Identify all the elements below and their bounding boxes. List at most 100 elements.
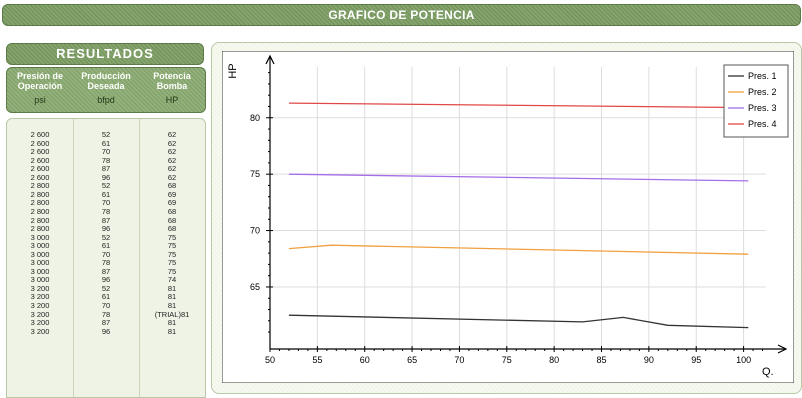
chart-title-bar: GRAFICO DE POTENCIA — [2, 4, 801, 26]
table-row[interactable]: 2 600 96 62 — [7, 172, 205, 182]
cell-power: 68 — [167, 215, 177, 225]
cell-power: 62 — [167, 130, 177, 139]
results-table-body[interactable]: 2 600 52 62 2 600 61 62 2 600 70 62 2 600 78 62 2 60… — [6, 118, 206, 398]
table-row[interactable]: 3 000 96 74 — [7, 276, 205, 284]
column-divider — [139, 119, 140, 397]
table-row[interactable]: 2 600 87 62 — [7, 165, 205, 173]
cell-production: 78 — [101, 309, 111, 319]
cell-pressure: 3 200 — [30, 283, 50, 293]
table-row[interactable]: 3 000 87 75 — [7, 266, 205, 276]
table-row[interactable]: 3 200 78 (TRIAL)81 — [7, 309, 205, 319]
cell-pressure: 2 800 — [30, 206, 50, 216]
y-tick-label: 80 — [250, 113, 260, 123]
cell-production: 87 — [101, 164, 111, 174]
cell-production: 87 — [101, 215, 111, 225]
cell-pressure: 3 200 — [30, 301, 50, 310]
table-row[interactable]: 3 000 52 75 — [7, 232, 205, 242]
y-axis-label: HP — [227, 63, 239, 78]
table-row[interactable]: 2 600 52 62 — [7, 131, 205, 139]
table-row[interactable]: 2 600 61 62 — [7, 139, 205, 148]
table-row[interactable]: 3 200 70 81 — [7, 302, 205, 310]
table-row[interactable]: 2 800 96 68 — [7, 225, 205, 233]
table-row[interactable]: 2 800 61 69 — [7, 189, 205, 199]
series-line-pres-1 — [288, 314, 749, 329]
x-tick-label: 100 — [736, 355, 751, 365]
power-chart: 50 55 60 65 70 75 80 85 90 95 100 65 70 75 80 HP Q. Pres.… — [222, 51, 794, 383]
cell-production: 52 — [101, 130, 111, 139]
table-row[interactable]: 2 800 52 68 — [7, 182, 205, 190]
x-tick-label: 80 — [549, 355, 559, 365]
cell-power: 62 — [167, 164, 177, 174]
x-axis-label: Q. — [762, 366, 774, 378]
column-header-line: Producción — [81, 71, 131, 81]
series-line-pres-4 — [288, 102, 749, 109]
cell-pressure: 2 800 — [30, 181, 50, 191]
column-header-line: Presión de — [16, 71, 63, 81]
table-row[interactable]: 3 000 70 75 — [7, 249, 205, 259]
table-row[interactable]: 2 800 70 69 — [7, 199, 205, 207]
cell-power: 75 — [167, 232, 177, 242]
cell-production: 61 — [101, 241, 111, 251]
y-axis-arrow — [265, 54, 275, 65]
cell-pressure: 2 600 — [30, 147, 50, 157]
cell-pressure: 3 000 — [30, 258, 50, 268]
table-row[interactable]: 3 200 87 81 — [7, 319, 205, 327]
table-row[interactable]: 3 200 52 81 — [7, 283, 205, 293]
cell-production: 61 — [101, 292, 111, 302]
cell-power: 81 — [167, 301, 177, 310]
legend-label: Pres. 3 — [748, 103, 777, 113]
cell-production: 61 — [101, 189, 111, 199]
cell-pressure: 2 800 — [30, 215, 50, 225]
table-row[interactable]: 3 200 61 81 — [7, 293, 205, 301]
cell-production: 96 — [101, 224, 111, 234]
table-row[interactable]: 2 600 78 62 — [7, 155, 205, 165]
cell-production: 52 — [101, 232, 111, 242]
results-table-header: Presión de Operación psi Producción Dese… — [6, 67, 206, 113]
table-row[interactable]: 2 800 87 68 — [7, 215, 205, 225]
cell-pressure: 2 600 — [30, 130, 50, 139]
table-row[interactable]: 3 200 96 81 — [7, 326, 205, 336]
cell-production: 87 — [101, 318, 111, 328]
results-title: RESULTADOS — [56, 46, 154, 61]
column-unit: HP — [165, 95, 179, 105]
table-row[interactable]: 2 600 70 62 — [7, 148, 205, 156]
cell-power: (TRIAL)81 — [154, 309, 190, 319]
table-row[interactable]: 2 800 78 68 — [7, 206, 205, 216]
legend-label: Pres. 4 — [748, 119, 777, 129]
table-row[interactable]: 3 000 61 75 — [7, 242, 205, 250]
results-title-bar: RESULTADOS — [6, 43, 204, 65]
column-header-line: Operación — [17, 81, 63, 91]
column-header-line: Deseada — [87, 81, 125, 91]
x-tick-label: 50 — [265, 355, 275, 365]
cell-power: 68 — [167, 181, 177, 191]
cell-pressure: 3 200 — [30, 292, 50, 302]
cell-power: 62 — [167, 172, 177, 182]
cell-production: 78 — [101, 155, 111, 165]
cell-pressure: 3 000 — [30, 275, 50, 285]
cell-power: 75 — [167, 241, 177, 251]
cell-power: 62 — [167, 147, 177, 157]
cell-pressure: 2 600 — [30, 172, 50, 182]
y-tick-label: 70 — [250, 226, 260, 236]
legend-label: Pres. 2 — [748, 87, 777, 97]
cell-pressure: 3 000 — [30, 249, 50, 259]
cell-production: 96 — [101, 172, 111, 182]
cell-pressure: 2 800 — [30, 189, 50, 199]
cell-production: 87 — [101, 266, 111, 276]
cell-power: 81 — [167, 283, 177, 293]
cell-power: 81 — [167, 326, 177, 336]
cell-production: 96 — [101, 275, 111, 285]
cell-production: 78 — [101, 258, 111, 268]
column-header-line: Potencia — [153, 71, 191, 81]
column-header-pressure: Presión de Operación psi — [7, 71, 73, 109]
cell-pressure: 3 200 — [30, 326, 50, 336]
cell-production: 70 — [101, 249, 111, 259]
cell-production: 70 — [101, 301, 111, 310]
x-tick-label: 55 — [312, 355, 322, 365]
cell-pressure: 3 200 — [30, 309, 50, 319]
cell-pressure: 2 800 — [30, 224, 50, 234]
cell-power: 68 — [167, 224, 177, 234]
table-row[interactable]: 3 000 78 75 — [7, 259, 205, 267]
cell-power: 75 — [167, 258, 177, 268]
column-header-line: Bomba — [156, 81, 188, 91]
